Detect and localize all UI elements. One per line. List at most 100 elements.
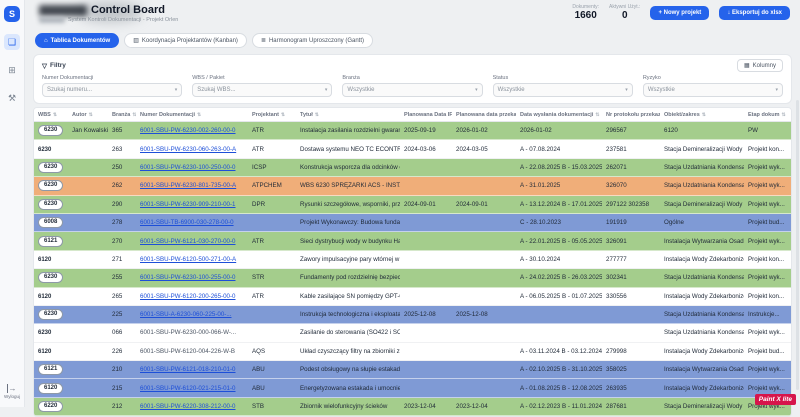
col-header-przekazanie[interactable]: Planowana data przekazania⇅ — [452, 112, 516, 118]
cell-numer[interactable]: 6001-SBU-TB-6900-030-278-00-0 — [136, 219, 248, 226]
document-number-link[interactable]: 6001-SBU-PW-6230-060-263-00-A — [140, 145, 237, 153]
filter-risk-select[interactable]: Wszystkie ▾ — [642, 83, 784, 97]
col-header-protokol[interactable]: Nr protokołu przekazania⇅ — [602, 112, 660, 118]
cell-protokol: 297122 302358 — [606, 200, 650, 208]
col-header-ifc[interactable]: Planowana Data IFC⇅ — [400, 112, 452, 118]
cell-numer[interactable]: 6001-SBU-PW-6230-100-250-00-0 — [136, 164, 248, 171]
table-row[interactable]: 6230 262 6001-SBU-PW-6230-801-735-00-A ATPC… — [34, 177, 791, 196]
table-row[interactable]: 6230 263 6001-SBU-PW-6230-060-263-00-A ATR D… — [34, 140, 791, 159]
table-row[interactable]: 6120 226 6001-SBU-PW-6120-004-226-W-B AQS Uk… — [34, 342, 791, 362]
cell-etap: Projekt bud... — [748, 347, 785, 355]
filter-branch: Branża Wszystkie ▾ — [342, 75, 483, 97]
table-row[interactable]: 6008 278 6001-SBU-TB-6900-030-278-00-0 Proj… — [34, 213, 791, 233]
cell-numer[interactable]: 6001-SBU-PW-6121-018-210-01-0 — [136, 366, 248, 373]
cell-etap: Projekt wyk... — [748, 200, 785, 208]
cell-protokol: 330556 — [606, 292, 627, 300]
table-row[interactable]: 6230 066 6001-SBU-PW-6230-000-066-W-... Zas… — [34, 324, 791, 343]
document-number-link[interactable]: 6001-SBU-PW-6230-100-255-00-0 — [140, 274, 236, 282]
sidebar-item-tools[interactable]: ⚒ — [4, 90, 20, 106]
table-row[interactable]: 6120 265 6001-SBU-PW-6120-200-265-00-0 ATR K… — [34, 287, 791, 306]
filter-branch-select[interactable]: Wszystkie ▾ — [342, 83, 483, 97]
wbs-badge: 6230 — [38, 180, 64, 192]
cell-numer[interactable]: 6001-SBU-A-6230-060-225-00-... — [136, 311, 248, 318]
cell-tytul: WBS 6230 SPRĘŻARKI ACS - INSTALACJA UZDA… — [300, 182, 400, 190]
filter-wbs-input[interactable]: Szukaj WBS... ▾ — [192, 83, 333, 97]
document-number-link[interactable]: 6001-SBU-PW-6230-002-260-00-0 — [140, 127, 236, 135]
cell-numer[interactable]: 6001-SBU-PW-6120-500-271-00-A — [136, 256, 248, 263]
table-row[interactable]: 6230 Jan Kowalski 365 6001-SBU-PW-6230-002-… — [34, 122, 791, 141]
cell-numer[interactable]: 6001-SBU-PW-6230-100-255-00-0 — [136, 274, 248, 281]
cell-numer[interactable]: 6001-SBU-PW-6120-021-215-01-0 — [136, 385, 248, 392]
app-logo[interactable]: S — [4, 6, 20, 22]
col-header-autor[interactable]: Autor ⇅ — [68, 112, 108, 118]
table-row[interactable]: 6230 225 6001-SBU-A-6230-060-225-00-... Ins… — [34, 305, 791, 325]
document-number-link[interactable]: 6001-SBU-PW-6120-500-271-00-A — [140, 255, 237, 263]
document-number-text: 6001-SBU-PW-6120-004-226-W-B — [140, 347, 236, 355]
document-number-link[interactable]: 6001-SBU-PW-6121-018-210-01-0 — [140, 366, 236, 374]
tab-gantt[interactable]: ≣ Harmonogram Uproszczony (Gantt) — [251, 33, 373, 48]
col-header-etap[interactable]: Etap dokum ⇅ — [744, 112, 791, 118]
columns-button[interactable]: ▦ Kolumny — [736, 59, 783, 72]
filter-doc-number-input[interactable]: Szukaj numeru... ▾ — [42, 83, 183, 97]
table-row[interactable]: 6120 215 6001-SBU-PW-6120-021-215-01-0 ABU E… — [34, 379, 791, 398]
table-row[interactable]: 6120 271 6001-SBU-PW-6120-500-271-00-A Zawo… — [34, 250, 791, 270]
export-xlsx-button[interactable]: ↓ Eksportuj do xlsx — [719, 5, 790, 20]
document-number-link[interactable]: 6001-SBU-TB-6900-030-278-00-0 — [140, 219, 234, 227]
sidebar-item-kanban[interactable]: ⊞ — [4, 62, 20, 78]
sidebar-item-board[interactable]: ❏ — [4, 34, 20, 50]
col-header-wyslanie[interactable]: Data wysłania dokumentacji ⇅ — [516, 112, 602, 118]
export-xlsx-label: Eksportuj do xlsx — [731, 9, 782, 16]
chevron-down-icon: ▾ — [475, 87, 478, 93]
col-header-label: Autor — [72, 111, 87, 118]
gantt-icon: ≣ — [260, 38, 266, 44]
filter-status-select[interactable]: Wszystkie ▾ — [492, 83, 633, 97]
cell-protokol: 262071 — [606, 163, 627, 171]
sort-icon: ⇅ — [314, 111, 319, 118]
table-row[interactable]: 6121 270 6001-SBU-PW-6121-030-270-00-0 ATR S… — [34, 232, 791, 251]
table-row[interactable]: 6230 255 6001-SBU-PW-6230-100-255-00-0 STR F… — [34, 269, 791, 288]
col-header-tytul[interactable]: Tytuł ⇅ — [296, 112, 400, 118]
cell-branza: 215 — [112, 384, 123, 392]
table-row[interactable]: 6121 210 6001-SBU-PW-6121-018-210-01-0 ABU P… — [34, 361, 791, 380]
document-number-link[interactable]: 6001-SBU-A-6230-060-225-00-... — [140, 311, 232, 319]
cell-numer[interactable]: 6001-SBU-PW-6230-002-260-00-0 — [136, 127, 248, 134]
table-row[interactable]: 6230 290 6001-SBU-PW-6230-909-210-00-1 DPR R… — [34, 195, 791, 214]
tab-documents-board[interactable]: ⌂ Tablica Dokumentów — [35, 33, 120, 48]
cell-protokol: 277777 — [606, 255, 627, 263]
cell-protokol: 326070 — [606, 182, 627, 190]
logout-button[interactable]: → Wyloguj — [0, 384, 24, 399]
tab-kanban[interactable]: ▥ Koordynacja Projektantów (Kanban) — [124, 33, 247, 48]
col-header-wbs[interactable]: WBS ⇅ — [34, 112, 68, 118]
cell-tytul: Fundamenty pod rozdzielnię bezpieczeństw… — [300, 274, 400, 282]
cell-wbs: 6230 — [34, 180, 68, 192]
document-number-link[interactable]: 6001-SBU-PW-6120-021-215-01-0 — [140, 384, 236, 392]
table-row[interactable]: 6230 250 6001-SBU-PW-6230-100-250-00-0 ICSP… — [34, 158, 791, 178]
new-project-button[interactable]: + Nowy projekt — [650, 5, 710, 20]
cell-branza: 255 — [112, 274, 123, 282]
cell-etap: PW — [748, 127, 758, 135]
document-number-link[interactable]: 6001-SBU-PW-6230-909-210-00-1 — [140, 200, 236, 208]
document-number-link[interactable]: 6001-SBU-PW-6120-200-265-00-0 — [140, 292, 236, 300]
cell-numer[interactable]: 6001-SBU-PW-6121-030-270-00-0 — [136, 238, 248, 245]
cell-tytul: Kable zasilające SN pomiędzy GPT-06 oraz… — [300, 292, 400, 300]
col-header-branza[interactable]: Branża⇅ — [108, 112, 136, 118]
table-row[interactable]: 6220 212 6001-SBU-PW-6220-308-212-00-0 STB Z… — [34, 397, 791, 417]
col-header-obiekt[interactable]: Obiekt/zakres ⇅ — [660, 112, 744, 118]
col-header-numer[interactable]: Numer Dokumentacji ⇅ — [136, 112, 248, 118]
vertical-scrollbar[interactable] — [796, 100, 799, 390]
cell-numer[interactable]: 6001-SBU-PW-6230-060-263-00-A — [136, 146, 248, 153]
document-number-link[interactable]: 6001-SBU-PW-6230-801-735-00-A — [140, 182, 237, 190]
cell-numer[interactable]: 6001-SBU-PW-6230-801-735-00-A — [136, 182, 248, 189]
document-number-link[interactable]: 6001-SBU-PW-6230-100-250-00-0 — [140, 163, 236, 171]
documents-counter-label: Dokumenty: — [572, 4, 600, 10]
cell-numer[interactable]: 6001-SBU-PW-6230-909-210-00-1 — [136, 201, 248, 208]
cell-numer[interactable]: 6001-SBU-PW-6120-200-265-00-0 — [136, 293, 248, 300]
col-header-projektant[interactable]: Projektant ⇅ — [248, 112, 296, 118]
chevron-down-icon: ▾ — [625, 87, 628, 93]
document-number-link[interactable]: 6001-SBU-PW-6121-030-270-00-0 — [140, 237, 236, 245]
cell-protokol: 237581 — [606, 145, 627, 153]
filter-status-label: Status — [492, 75, 509, 81]
plus-icon: + — [658, 9, 662, 16]
cell-protokol: 279998 — [606, 347, 627, 355]
cell-wyslanie: A - 01.08.2025 B - 12.08.2025 C - 07.1..… — [520, 384, 602, 392]
